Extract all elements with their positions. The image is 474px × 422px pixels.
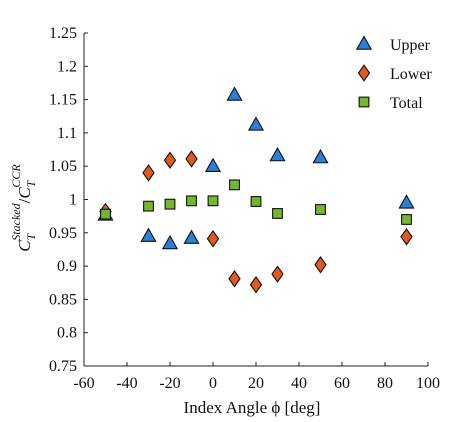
lower-point	[228, 270, 241, 288]
y-tick-label: 0.95	[49, 225, 77, 242]
upper-point	[247, 116, 265, 131]
y-axis-label: CTStacked/CTCCR	[9, 164, 38, 252]
legend-label-upper: Upper	[390, 37, 431, 54]
upper-point	[398, 194, 415, 209]
upper-point	[269, 146, 286, 162]
series-upper	[97, 86, 415, 250]
lower-point	[163, 151, 177, 169]
total-point	[315, 204, 326, 215]
lower-point	[314, 256, 327, 274]
legend: Upper Lower Total	[355, 35, 432, 112]
upper-point	[226, 86, 243, 101]
y-tick-label: 0.9	[57, 258, 77, 275]
upper-point	[312, 148, 329, 164]
y-tick-label: 1.15	[49, 92, 77, 109]
y-tick-label: 0.75	[49, 358, 77, 375]
y-tick-label: 0.85	[49, 291, 77, 308]
y-tick-label: 1	[69, 192, 77, 209]
lower-point	[249, 275, 263, 294]
x-tick-label: 100	[416, 375, 440, 392]
legend-marker-total	[358, 96, 370, 108]
x-axis-label: Index Angle ϕ [deg]	[184, 398, 321, 417]
lower-point	[185, 150, 198, 168]
total-point	[229, 179, 240, 191]
total-point	[207, 195, 219, 207]
y-tick-label: 1.25	[49, 25, 77, 42]
x-tick-label: 60	[334, 375, 350, 392]
lower-point	[142, 164, 155, 182]
x-tick-label: -40	[116, 375, 137, 392]
y-tick-label: 1.2	[57, 58, 77, 75]
legend-marker-upper	[355, 35, 373, 50]
lower-point	[400, 228, 413, 246]
total-point	[250, 196, 262, 207]
lower-point	[271, 265, 284, 283]
legend-marker-lower	[357, 64, 371, 82]
y-tick-label: 1.1	[57, 125, 77, 142]
y-tick-label: 1.05	[49, 158, 77, 175]
data-marks	[97, 86, 415, 294]
x-tick-label: 80	[377, 375, 393, 392]
x-tick-label: 20	[248, 375, 264, 392]
total-point	[100, 208, 111, 220]
series-lower	[99, 150, 413, 294]
x-tick-label: -20	[159, 375, 180, 392]
x-tick-label: 0	[209, 375, 217, 392]
total-point	[143, 200, 154, 212]
total-point	[401, 214, 412, 225]
series-total	[100, 179, 412, 225]
total-point	[164, 198, 176, 210]
legend-label-total: Total	[390, 95, 423, 112]
x-tick-label: 40	[291, 375, 307, 392]
x-tick-label: -60	[73, 375, 94, 392]
total-point	[272, 208, 283, 219]
legend-label-lower: Lower	[390, 66, 432, 83]
upper-point	[183, 229, 200, 244]
y-tick-label: 0.8	[57, 325, 77, 342]
axes: -60 -40 -20 0 20 40 60 80 100 0.75 0.8 0.85 0.9 0.95 1…	[49, 25, 440, 392]
upper-point	[204, 157, 222, 172]
upper-point	[140, 227, 157, 242]
upper-point	[161, 234, 179, 250]
lower-point	[206, 230, 220, 248]
total-point	[186, 195, 197, 207]
